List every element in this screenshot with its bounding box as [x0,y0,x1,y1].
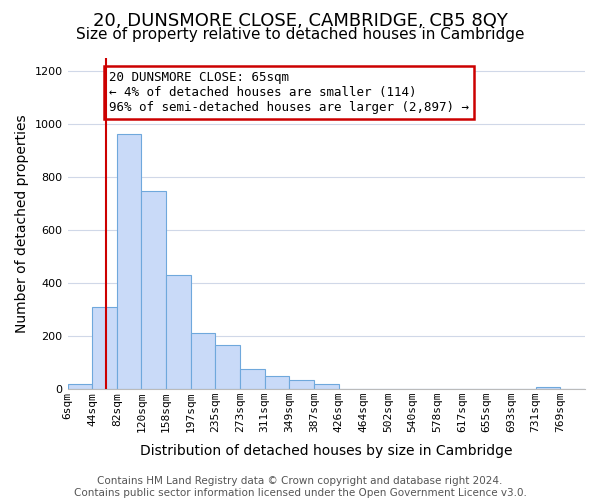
Bar [265,376,289,389]
Bar [166,275,191,389]
Bar [215,346,240,389]
Bar [240,369,265,389]
Bar [92,307,117,389]
X-axis label: Distribution of detached houses by size in Cambridge: Distribution of detached houses by size … [140,444,512,458]
Text: Contains HM Land Registry data © Crown copyright and database right 2024.
Contai: Contains HM Land Registry data © Crown c… [74,476,526,498]
Text: Size of property relative to detached houses in Cambridge: Size of property relative to detached ho… [76,28,524,42]
Bar [117,134,142,389]
Text: 20 DUNSMORE CLOSE: 65sqm
← 4% of detached houses are smaller (114)
96% of semi-d: 20 DUNSMORE CLOSE: 65sqm ← 4% of detache… [109,71,469,114]
Text: 20, DUNSMORE CLOSE, CAMBRIDGE, CB5 8QY: 20, DUNSMORE CLOSE, CAMBRIDGE, CB5 8QY [92,12,508,30]
Bar [191,334,215,389]
Bar [536,387,560,389]
Bar [142,192,166,389]
Bar [289,380,314,389]
Bar [314,384,338,389]
Y-axis label: Number of detached properties: Number of detached properties [15,114,29,332]
Bar [68,384,92,389]
